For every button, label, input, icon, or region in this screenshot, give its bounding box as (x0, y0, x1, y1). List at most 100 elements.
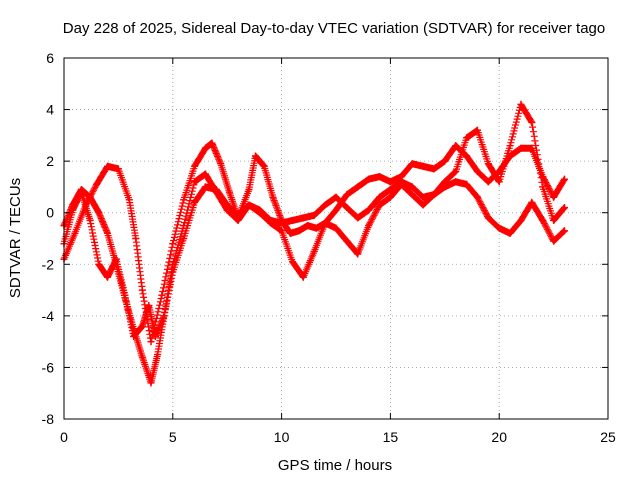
data-point (260, 162, 268, 170)
data-point (147, 379, 155, 387)
data-point (288, 216, 296, 224)
data-point (506, 142, 514, 150)
data-point (550, 193, 558, 201)
y-tick-label: 4 (46, 102, 54, 118)
data-point (104, 229, 112, 237)
y-tick-label: -2 (42, 256, 55, 272)
data-points (60, 100, 568, 387)
data-point (365, 175, 373, 183)
data-point (147, 338, 155, 346)
data-point (397, 173, 405, 181)
data-point (473, 126, 481, 134)
data-point (104, 162, 112, 170)
data-point (138, 322, 146, 330)
data-point (278, 216, 286, 224)
data-point (452, 142, 460, 150)
data-point (299, 214, 307, 222)
data-point (234, 216, 242, 224)
data-point (158, 291, 166, 299)
axis-ticks (63, 57, 609, 420)
data-point (365, 222, 373, 230)
data-point (343, 204, 351, 212)
data-point (408, 160, 416, 168)
data-point (473, 167, 481, 175)
data-point (397, 180, 405, 188)
data-point (256, 209, 264, 217)
data-point (278, 227, 286, 235)
data-point (245, 201, 253, 209)
data-point (208, 139, 216, 147)
data-point (321, 219, 329, 227)
data-point (560, 175, 568, 183)
data-point (77, 188, 85, 196)
data-point (151, 332, 159, 340)
data-point (201, 170, 209, 178)
data-point (312, 224, 320, 232)
data-point (441, 178, 449, 186)
data-point (419, 193, 427, 201)
x-tick-label: 0 (60, 429, 68, 445)
y-tick-label: 0 (46, 205, 54, 221)
data-point (310, 211, 318, 219)
y-axis-title: SDTVAR / TECUs (7, 178, 24, 298)
data-point (332, 206, 340, 214)
data-point (95, 209, 103, 217)
y-tick-label: -4 (42, 308, 55, 324)
data-point (295, 227, 303, 235)
data-point (191, 198, 199, 206)
data-point (528, 118, 536, 126)
data-point (310, 247, 318, 255)
x-tick-label: 5 (169, 429, 177, 445)
x-axis-title: GPS time / hours (278, 457, 392, 474)
data-point (71, 229, 79, 237)
x-tick-label: 10 (274, 429, 290, 445)
data-point (269, 193, 277, 201)
data-point (86, 216, 94, 224)
data-point (473, 193, 481, 201)
data-point (93, 180, 101, 188)
data-point (463, 134, 471, 142)
data-point (376, 193, 384, 201)
data-point (299, 273, 307, 281)
data-point (191, 178, 199, 186)
data-point (201, 183, 209, 191)
data-point (169, 240, 177, 248)
data-point (386, 186, 394, 194)
data-point (304, 222, 312, 230)
data-point (495, 224, 503, 232)
data-point (223, 206, 231, 214)
data-point (365, 206, 373, 214)
data-point (343, 237, 351, 245)
data-point (201, 144, 209, 152)
data-point (528, 144, 536, 152)
data-point (138, 353, 146, 361)
data-point (463, 152, 471, 160)
data-point (386, 178, 394, 186)
data-point (484, 214, 492, 222)
data-point (104, 273, 112, 281)
data-point (354, 183, 362, 191)
data-point (212, 188, 220, 196)
data-point (408, 183, 416, 191)
data-point (484, 178, 492, 186)
data-point (354, 250, 362, 258)
data-point (517, 216, 525, 224)
x-tick-label: 25 (600, 429, 616, 445)
plot-frame (63, 57, 609, 420)
data-point (560, 204, 568, 212)
data-point (517, 144, 525, 152)
data-point (251, 152, 259, 160)
y-tick-label: -6 (42, 359, 55, 375)
data-point (69, 206, 77, 214)
data-point (130, 332, 138, 340)
data-point (452, 178, 460, 186)
data-point (550, 237, 558, 245)
data-point (180, 222, 188, 230)
data-point (286, 229, 294, 237)
data-point (550, 216, 558, 224)
data-point (132, 235, 140, 242)
data-point (169, 260, 177, 268)
x-tick-label: 20 (491, 429, 507, 445)
